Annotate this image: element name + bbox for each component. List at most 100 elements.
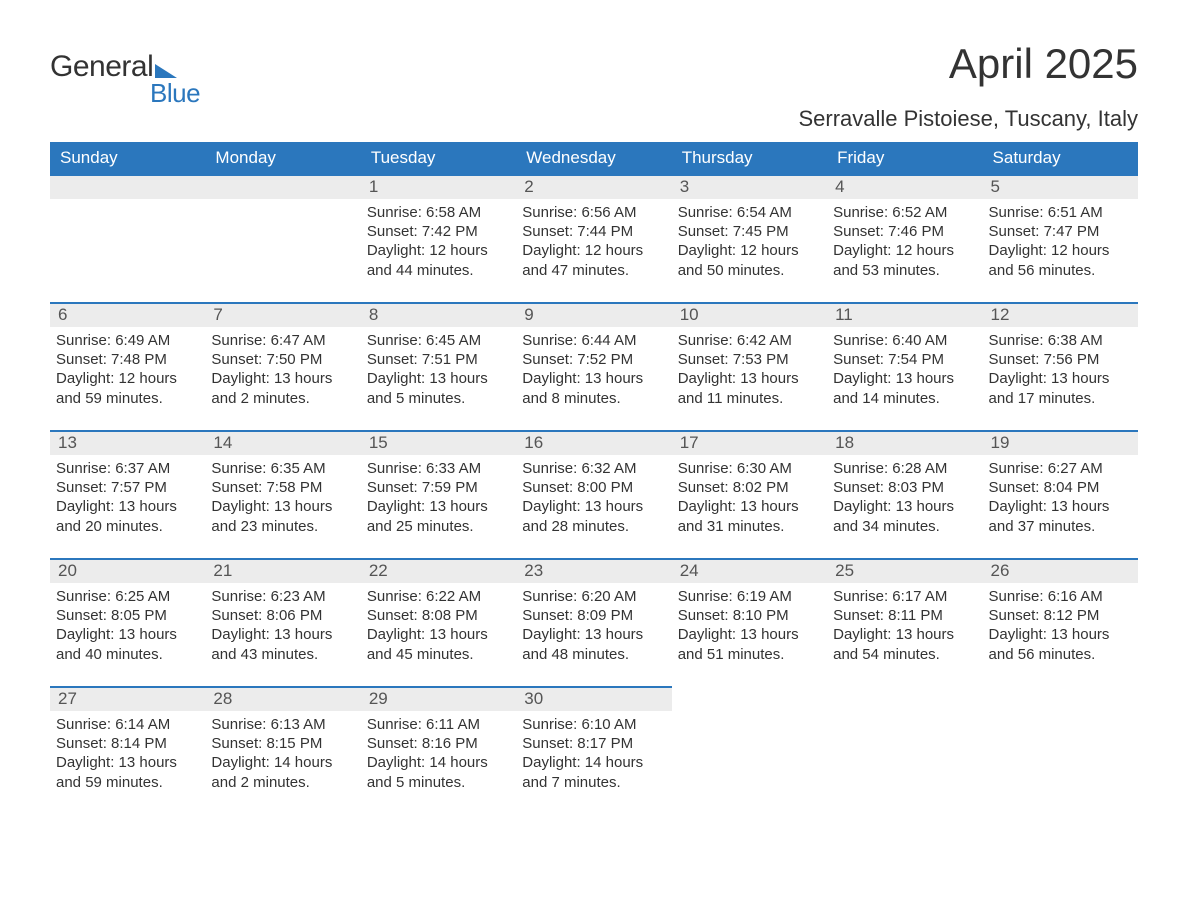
day-number bbox=[205, 174, 360, 199]
daylight-text: Daylight: 13 hours and 11 minutes. bbox=[678, 369, 821, 407]
sunset-text: Sunset: 7:48 PM bbox=[56, 350, 199, 369]
day-body: Sunrise: 6:10 AMSunset: 8:17 PMDaylight:… bbox=[516, 711, 671, 796]
day-body: Sunrise: 6:33 AMSunset: 7:59 PMDaylight:… bbox=[361, 455, 516, 540]
daylight-text: Daylight: 13 hours and 37 minutes. bbox=[989, 497, 1132, 535]
day-number: 12 bbox=[983, 302, 1138, 327]
sunrise-text: Sunrise: 6:32 AM bbox=[522, 459, 665, 478]
sunset-text: Sunset: 7:56 PM bbox=[989, 350, 1132, 369]
daylight-text: Daylight: 13 hours and 17 minutes. bbox=[989, 369, 1132, 407]
daylight-text: Daylight: 13 hours and 54 minutes. bbox=[833, 625, 976, 663]
sunset-text: Sunset: 8:14 PM bbox=[56, 734, 199, 753]
sunrise-text: Sunrise: 6:49 AM bbox=[56, 331, 199, 350]
calendar-cell: 16Sunrise: 6:32 AMSunset: 8:00 PMDayligh… bbox=[516, 430, 671, 558]
day-number bbox=[50, 174, 205, 199]
calendar-cell: 19Sunrise: 6:27 AMSunset: 8:04 PMDayligh… bbox=[983, 430, 1138, 558]
calendar-cell: 20Sunrise: 6:25 AMSunset: 8:05 PMDayligh… bbox=[50, 558, 205, 686]
logo: General Blue bbox=[50, 50, 200, 109]
day-number: 14 bbox=[205, 430, 360, 455]
sunset-text: Sunset: 8:04 PM bbox=[989, 478, 1132, 497]
calendar-week-row: 1Sunrise: 6:58 AMSunset: 7:42 PMDaylight… bbox=[50, 174, 1138, 302]
daylight-text: Daylight: 13 hours and 40 minutes. bbox=[56, 625, 199, 663]
day-body: Sunrise: 6:58 AMSunset: 7:42 PMDaylight:… bbox=[361, 199, 516, 284]
sunset-text: Sunset: 7:54 PM bbox=[833, 350, 976, 369]
day-body: Sunrise: 6:32 AMSunset: 8:00 PMDaylight:… bbox=[516, 455, 671, 540]
logo-word-blue: Blue bbox=[150, 78, 200, 109]
sunset-text: Sunset: 7:45 PM bbox=[678, 222, 821, 241]
weekday-header: Tuesday bbox=[361, 142, 516, 174]
day-body: Sunrise: 6:11 AMSunset: 8:16 PMDaylight:… bbox=[361, 711, 516, 796]
sunset-text: Sunset: 8:08 PM bbox=[367, 606, 510, 625]
day-number: 23 bbox=[516, 558, 671, 583]
calendar-cell: 24Sunrise: 6:19 AMSunset: 8:10 PMDayligh… bbox=[672, 558, 827, 686]
calendar-cell bbox=[205, 174, 360, 302]
sunset-text: Sunset: 7:44 PM bbox=[522, 222, 665, 241]
day-number: 24 bbox=[672, 558, 827, 583]
calendar-cell: 13Sunrise: 6:37 AMSunset: 7:57 PMDayligh… bbox=[50, 430, 205, 558]
calendar-week-row: 13Sunrise: 6:37 AMSunset: 7:57 PMDayligh… bbox=[50, 430, 1138, 558]
daylight-text: Daylight: 12 hours and 47 minutes. bbox=[522, 241, 665, 279]
calendar-cell: 29Sunrise: 6:11 AMSunset: 8:16 PMDayligh… bbox=[361, 686, 516, 814]
weekday-header: Wednesday bbox=[516, 142, 671, 174]
calendar-cell: 2 Sunrise: 6:56 AMSunset: 7:44 PMDaylight… bbox=[516, 174, 671, 302]
day-number: 8 bbox=[361, 302, 516, 327]
sunset-text: Sunset: 7:46 PM bbox=[833, 222, 976, 241]
sunrise-text: Sunrise: 6:45 AM bbox=[367, 331, 510, 350]
calendar-week-row: 20Sunrise: 6:25 AMSunset: 8:05 PMDayligh… bbox=[50, 558, 1138, 686]
day-body: Sunrise: 6:17 AMSunset: 8:11 PMDaylight:… bbox=[827, 583, 982, 668]
calendar-cell: 25Sunrise: 6:17 AMSunset: 8:11 PMDayligh… bbox=[827, 558, 982, 686]
day-body: Sunrise: 6:42 AMSunset: 7:53 PMDaylight:… bbox=[672, 327, 827, 412]
day-body: Sunrise: 6:47 AMSunset: 7:50 PMDaylight:… bbox=[205, 327, 360, 412]
calendar-cell: 7Sunrise: 6:47 AMSunset: 7:50 PMDaylight… bbox=[205, 302, 360, 430]
sunrise-text: Sunrise: 6:38 AM bbox=[989, 331, 1132, 350]
day-number: 7 bbox=[205, 302, 360, 327]
sunrise-text: Sunrise: 6:35 AM bbox=[211, 459, 354, 478]
daylight-text: Daylight: 13 hours and 59 minutes. bbox=[56, 753, 199, 791]
sunset-text: Sunset: 7:58 PM bbox=[211, 478, 354, 497]
sunrise-text: Sunrise: 6:28 AM bbox=[833, 459, 976, 478]
calendar-cell: 1Sunrise: 6:58 AMSunset: 7:42 PMDaylight… bbox=[361, 174, 516, 302]
day-body: Sunrise: 6:38 AMSunset: 7:56 PMDaylight:… bbox=[983, 327, 1138, 412]
day-number: 5 bbox=[983, 174, 1138, 199]
header: General Blue April 2025 Serravalle Pisto… bbox=[50, 40, 1138, 132]
day-number: 16 bbox=[516, 430, 671, 455]
day-body: Sunrise: 6:45 AMSunset: 7:51 PMDaylight:… bbox=[361, 327, 516, 412]
day-body: Sunrise: 6:37 AMSunset: 7:57 PMDaylight:… bbox=[50, 455, 205, 540]
day-body: Sunrise: 6:25 AMSunset: 8:05 PMDaylight:… bbox=[50, 583, 205, 668]
sunrise-text: Sunrise: 6:56 AM bbox=[522, 203, 665, 222]
sunset-text: Sunset: 8:02 PM bbox=[678, 478, 821, 497]
logo-word-general: General bbox=[50, 50, 153, 84]
day-number: 18 bbox=[827, 430, 982, 455]
calendar-cell: 5Sunrise: 6:51 AMSunset: 7:47 PMDaylight… bbox=[983, 174, 1138, 302]
day-number: 3 bbox=[672, 174, 827, 199]
calendar-cell: 6Sunrise: 6:49 AMSunset: 7:48 PMDaylight… bbox=[50, 302, 205, 430]
sunset-text: Sunset: 8:05 PM bbox=[56, 606, 199, 625]
day-number: 2 bbox=[516, 174, 671, 199]
day-body: Sunrise: 6:19 AMSunset: 8:10 PMDaylight:… bbox=[672, 583, 827, 668]
sunrise-text: Sunrise: 6:52 AM bbox=[833, 203, 976, 222]
sunset-text: Sunset: 7:51 PM bbox=[367, 350, 510, 369]
calendar-cell: 22Sunrise: 6:22 AMSunset: 8:08 PMDayligh… bbox=[361, 558, 516, 686]
day-number: 4 bbox=[827, 174, 982, 199]
daylight-text: Daylight: 13 hours and 2 minutes. bbox=[211, 369, 354, 407]
day-number: 15 bbox=[361, 430, 516, 455]
daylight-text: Daylight: 13 hours and 56 minutes. bbox=[989, 625, 1132, 663]
daylight-text: Daylight: 13 hours and 48 minutes. bbox=[522, 625, 665, 663]
day-body: Sunrise: 6:20 AMSunset: 8:09 PMDaylight:… bbox=[516, 583, 671, 668]
calendar-week-row: 6Sunrise: 6:49 AMSunset: 7:48 PMDaylight… bbox=[50, 302, 1138, 430]
sunrise-text: Sunrise: 6:47 AM bbox=[211, 331, 354, 350]
sunset-text: Sunset: 8:10 PM bbox=[678, 606, 821, 625]
day-number: 29 bbox=[361, 686, 516, 711]
sunset-text: Sunset: 7:47 PM bbox=[989, 222, 1132, 241]
calendar-cell: 23Sunrise: 6:20 AMSunset: 8:09 PMDayligh… bbox=[516, 558, 671, 686]
sunset-text: Sunset: 8:11 PM bbox=[833, 606, 976, 625]
sunset-text: Sunset: 7:42 PM bbox=[367, 222, 510, 241]
daylight-text: Daylight: 12 hours and 53 minutes. bbox=[833, 241, 976, 279]
sunset-text: Sunset: 8:15 PM bbox=[211, 734, 354, 753]
calendar-week-row: 27Sunrise: 6:14 AMSunset: 8:14 PMDayligh… bbox=[50, 686, 1138, 814]
calendar-cell: 15Sunrise: 6:33 AMSunset: 7:59 PMDayligh… bbox=[361, 430, 516, 558]
sunset-text: Sunset: 8:16 PM bbox=[367, 734, 510, 753]
daylight-text: Daylight: 13 hours and 20 minutes. bbox=[56, 497, 199, 535]
title-block: April 2025 Serravalle Pistoiese, Tuscany… bbox=[798, 40, 1138, 132]
daylight-text: Daylight: 13 hours and 5 minutes. bbox=[367, 369, 510, 407]
daylight-text: Daylight: 13 hours and 43 minutes. bbox=[211, 625, 354, 663]
